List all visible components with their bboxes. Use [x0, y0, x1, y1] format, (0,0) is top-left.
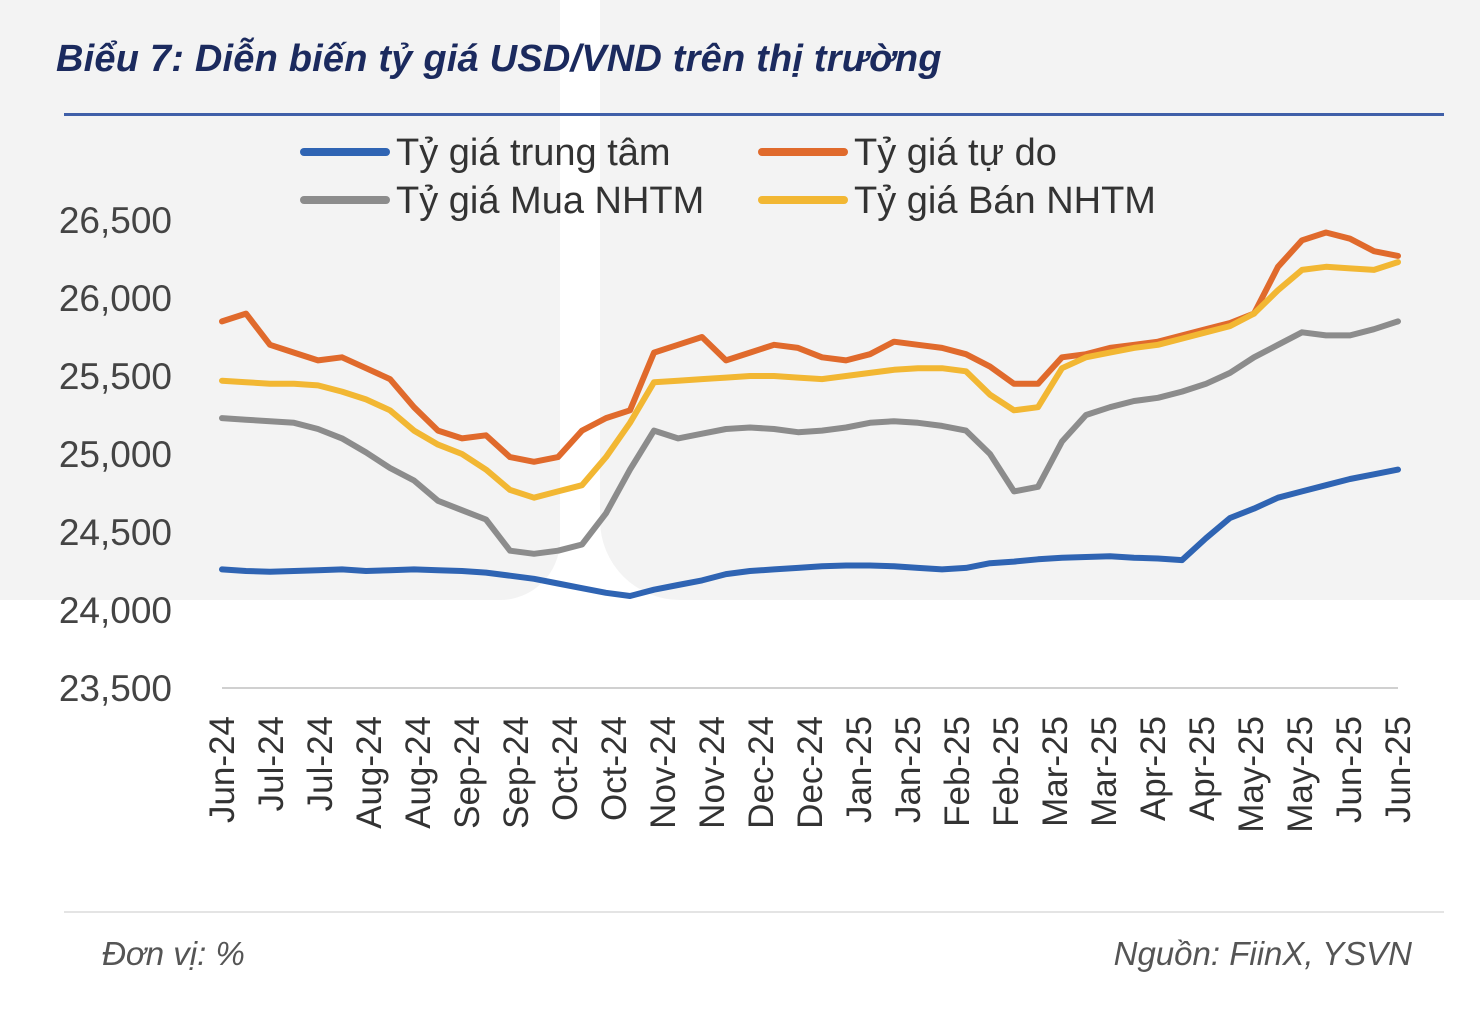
- series-lines: [219, 229, 1401, 599]
- x-tick-label: May-25: [1232, 716, 1271, 833]
- y-axis: 26,500 26,000 25,500 25,000 24,500 24,000 23,5…: [59, 200, 172, 709]
- chart-title: Biểu 7: Diễn biến tỷ giá USD/VND trên th…: [56, 38, 942, 80]
- x-tick-label: Nov-24: [644, 716, 683, 829]
- legend-label: Tỷ giá Mua NHTM: [396, 180, 704, 222]
- series-line: [219, 259, 1401, 501]
- chart-legend: Tỷ giá trung tâm Tỷ giá tự do Tỷ giá Mua N…: [300, 132, 1156, 222]
- x-tick-label: Feb-25: [938, 716, 977, 827]
- x-tick-label: Mar-25: [1085, 716, 1124, 827]
- x-tick-label: Dec-24: [791, 716, 830, 829]
- x-tick-label: Oct-24: [546, 716, 585, 821]
- x-tick-label: Jun-24: [203, 716, 242, 823]
- x-tick-label: Aug-24: [350, 716, 389, 829]
- x-tick-label: Aug-24: [399, 716, 438, 829]
- y-tick-label: 23,500: [59, 668, 172, 709]
- background-panel-right: [600, 0, 1480, 600]
- x-axis: Jun-24 Jul-24 Jul-24 Aug-24 Aug-24 Sep-24 Sep-…: [203, 687, 1418, 833]
- line-chart: Tỷ giá trung tâm Tỷ giá tự do Tỷ giá Mua N…: [59, 132, 1418, 833]
- x-tick-label: Dec-24: [742, 716, 781, 829]
- y-tick-label: 24,000: [59, 590, 172, 631]
- y-tick-label: 25,500: [59, 356, 172, 397]
- x-tick-label: May-25: [1281, 716, 1320, 833]
- x-tick-label: Jun-25: [1379, 716, 1418, 823]
- x-tick-label: Jul-24: [301, 716, 340, 811]
- y-tick-label: 26,000: [59, 278, 172, 319]
- y-tick-label: 24,500: [59, 512, 172, 553]
- unit-note: Đơn vị: %: [102, 935, 245, 972]
- x-tick-label: Nov-24: [693, 716, 732, 829]
- x-tick-label: Jan-25: [889, 716, 928, 823]
- x-tick-label: Feb-25: [987, 716, 1026, 827]
- x-tick-label: Apr-25: [1183, 716, 1222, 821]
- x-tick-label: Jul-24: [252, 716, 291, 811]
- series-line: [219, 229, 1401, 465]
- series-line: [219, 318, 1401, 557]
- legend-label: Tỷ giá Bán NHTM: [854, 180, 1156, 222]
- legend-label: Tỷ giá tự do: [854, 132, 1057, 174]
- x-tick-label: Sep-24: [448, 716, 487, 829]
- y-tick-label: 25,000: [59, 434, 172, 475]
- x-tick-label: Sep-24: [497, 716, 536, 829]
- x-tick-label: Jun-25: [1330, 716, 1369, 823]
- x-tick-label: Jan-25: [840, 716, 879, 823]
- x-tick-label: Apr-25: [1134, 716, 1173, 821]
- footer-divider: [64, 911, 1444, 913]
- y-tick-label: 26,500: [59, 200, 172, 241]
- series-line: [219, 466, 1401, 599]
- legend-label: Tỷ giá trung tâm: [396, 132, 671, 174]
- x-tick-label: Mar-25: [1036, 716, 1075, 827]
- x-tick-label: Oct-24: [595, 716, 634, 821]
- source-note: Nguồn: FiinX, YSVN: [1113, 935, 1412, 972]
- background-panel-left: [0, 0, 560, 600]
- title-divider: [64, 113, 1444, 116]
